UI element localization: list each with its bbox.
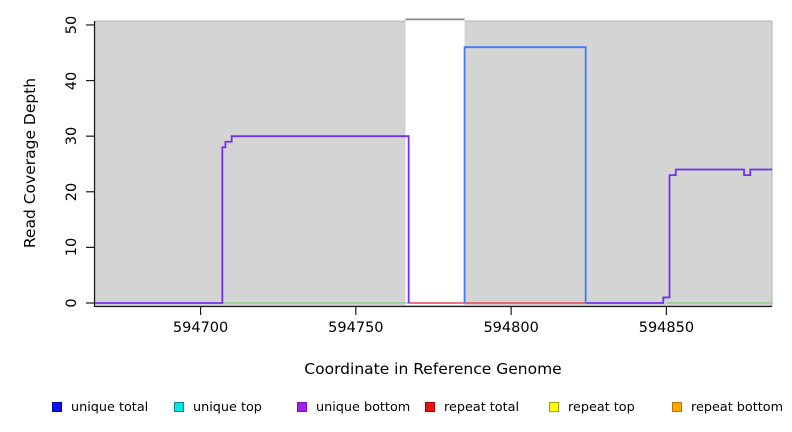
x-tick-label: 594800 [483,320,539,336]
legend-item-unique-total: unique total [52,398,148,416]
y-tick-label: 40 [64,71,80,90]
legend-label: repeat bottom [691,399,784,415]
legend-item-repeat-top: repeat top [549,398,635,416]
legend-item-repeat-total: repeat total [425,398,519,416]
y-tick-label: 20 [64,182,80,201]
y-tick-label: 30 [64,126,80,146]
y-tick-label: 0 [64,298,80,308]
x-tick-label: 594750 [328,320,384,336]
legend-swatch-icon [174,402,184,412]
legend-label: unique total [71,399,149,415]
legend-swatch-icon [297,402,307,412]
x-tick-label: 594700 [172,320,229,336]
legend-swatch-icon [425,402,435,412]
legend: unique total unique top unique bottom repea… [0,398,792,420]
legend-label: unique bottom [316,399,411,415]
x-tick-label: 594850 [638,320,695,336]
y-axis-title: Read Coverage Depth [21,77,39,249]
legend-label: repeat total [444,399,520,415]
y-tick-label: 50 [64,15,80,35]
legend-swatch-icon [52,402,62,412]
legend-label: repeat top [568,399,635,415]
offscale-band [405,19,465,306]
legend-item-unique-top: unique top [174,398,262,416]
legend-label: unique top [193,399,262,415]
series-unique-bottom [585,168,772,304]
series-unique-bottom [95,135,410,304]
legend-swatch-icon [672,402,682,412]
legend-item-repeat-bottom: repeat bottom [672,398,783,416]
axis-lines [93,21,772,308]
x-axis-title: Coordinate in Reference Genome [304,360,562,378]
y-tick-label: 10 [64,238,80,257]
legend-swatch-icon [549,402,559,412]
legend-item-unique-bottom: unique bottom [297,398,410,416]
series-unique-total [463,46,587,303]
